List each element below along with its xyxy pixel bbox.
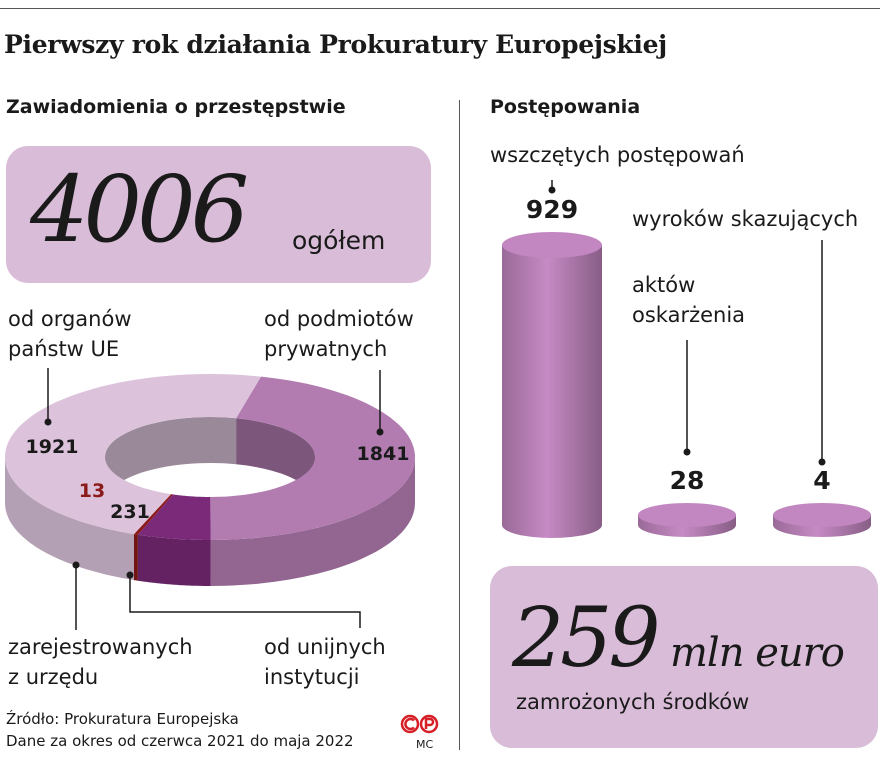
label-indictments-line2: oskarżenia (632, 303, 746, 327)
donut-value-label-13: 13 (79, 480, 105, 502)
label-member-states-line1: od organów (8, 307, 132, 331)
cylinder-top-28 (638, 503, 736, 527)
donut-slice-13 (134, 494, 174, 535)
donut-slice-231 (137, 494, 211, 540)
label-ex-officio-line1: zarejestrowanych (8, 635, 193, 659)
right-section-heading: Postępowania (490, 96, 641, 118)
leader-dot-eu-institutions (126, 571, 134, 579)
period-note: Dane za okres od czerwca 2021 do maja 20… (6, 732, 354, 750)
donut-slice-1841 (210, 376, 415, 540)
donut-inner-wall-1-0 (236, 418, 315, 503)
frozen-assets-box (490, 566, 878, 748)
leader-dot-convictions (818, 458, 826, 466)
top-rule (0, 8, 880, 9)
label-ex-officio-line2: z urzędu (8, 665, 99, 689)
frozen-unit: mln euro (670, 630, 845, 676)
label-opened: wszczętych postępowań (490, 143, 745, 167)
leader-eu-institutions (129, 575, 361, 628)
left-section-heading: Zawiadomienia o przestępstwie (6, 96, 346, 118)
label-eu-institutions-line2: instytucji (264, 665, 360, 689)
label-convictions: wyroków skazujących (632, 207, 859, 231)
label-eu-institutions-line1: od unijnych (264, 635, 386, 659)
donut-outer-wall-0 (5, 457, 134, 581)
label-private-line2: prywatnych (264, 337, 388, 361)
donut-outer-wall-3 (134, 534, 138, 581)
label-indictments-line1: aktów (632, 273, 696, 297)
cylinder-value-label-4: 4 (813, 466, 830, 495)
leader-dot-indictments (683, 448, 691, 456)
column-divider (459, 100, 460, 750)
frozen-caption: zamrożonych środków (516, 690, 750, 714)
donut-value-label-231: 231 (110, 501, 150, 523)
cylinder-value-label-929: 929 (526, 195, 578, 224)
cylinder-value-label-28: 28 (670, 466, 705, 495)
donut-outer-wall-1 (210, 457, 415, 586)
page-title: Pierwszy rok działania Prokuratury Europ… (4, 30, 667, 59)
total-unit: ogółem (292, 226, 386, 255)
author-initials: MC (416, 738, 434, 751)
label-member-states-line2: państw UE (8, 337, 120, 361)
total-value: 4006 (30, 156, 249, 263)
leader-dot-ex-officio (72, 561, 80, 569)
donut-slice-1921 (5, 374, 261, 535)
donut-outer-wall-2 (137, 534, 211, 586)
proceedings-cylinder-chart: 929 28 4 (502, 180, 871, 538)
label-private-line1: od podmiotów (264, 307, 414, 331)
leader-dot-private (376, 428, 384, 436)
donut-value-label-1921: 1921 (26, 436, 79, 458)
cylinder-top-929 (502, 232, 602, 258)
frozen-value: 259 (512, 591, 661, 686)
donut-inner-wall-0-0 (105, 417, 237, 503)
total-box (6, 146, 431, 283)
source-note: Źródło: Prokuratura Europejska (6, 710, 239, 728)
cylinder-top-4 (773, 503, 871, 527)
cylinder-body-929 (502, 245, 602, 538)
leader-dot-opened (548, 186, 556, 194)
leader-dot-member-states (44, 418, 52, 426)
donut-value-label-1841: 1841 (357, 443, 410, 465)
copyright-logo-icon (400, 714, 439, 734)
